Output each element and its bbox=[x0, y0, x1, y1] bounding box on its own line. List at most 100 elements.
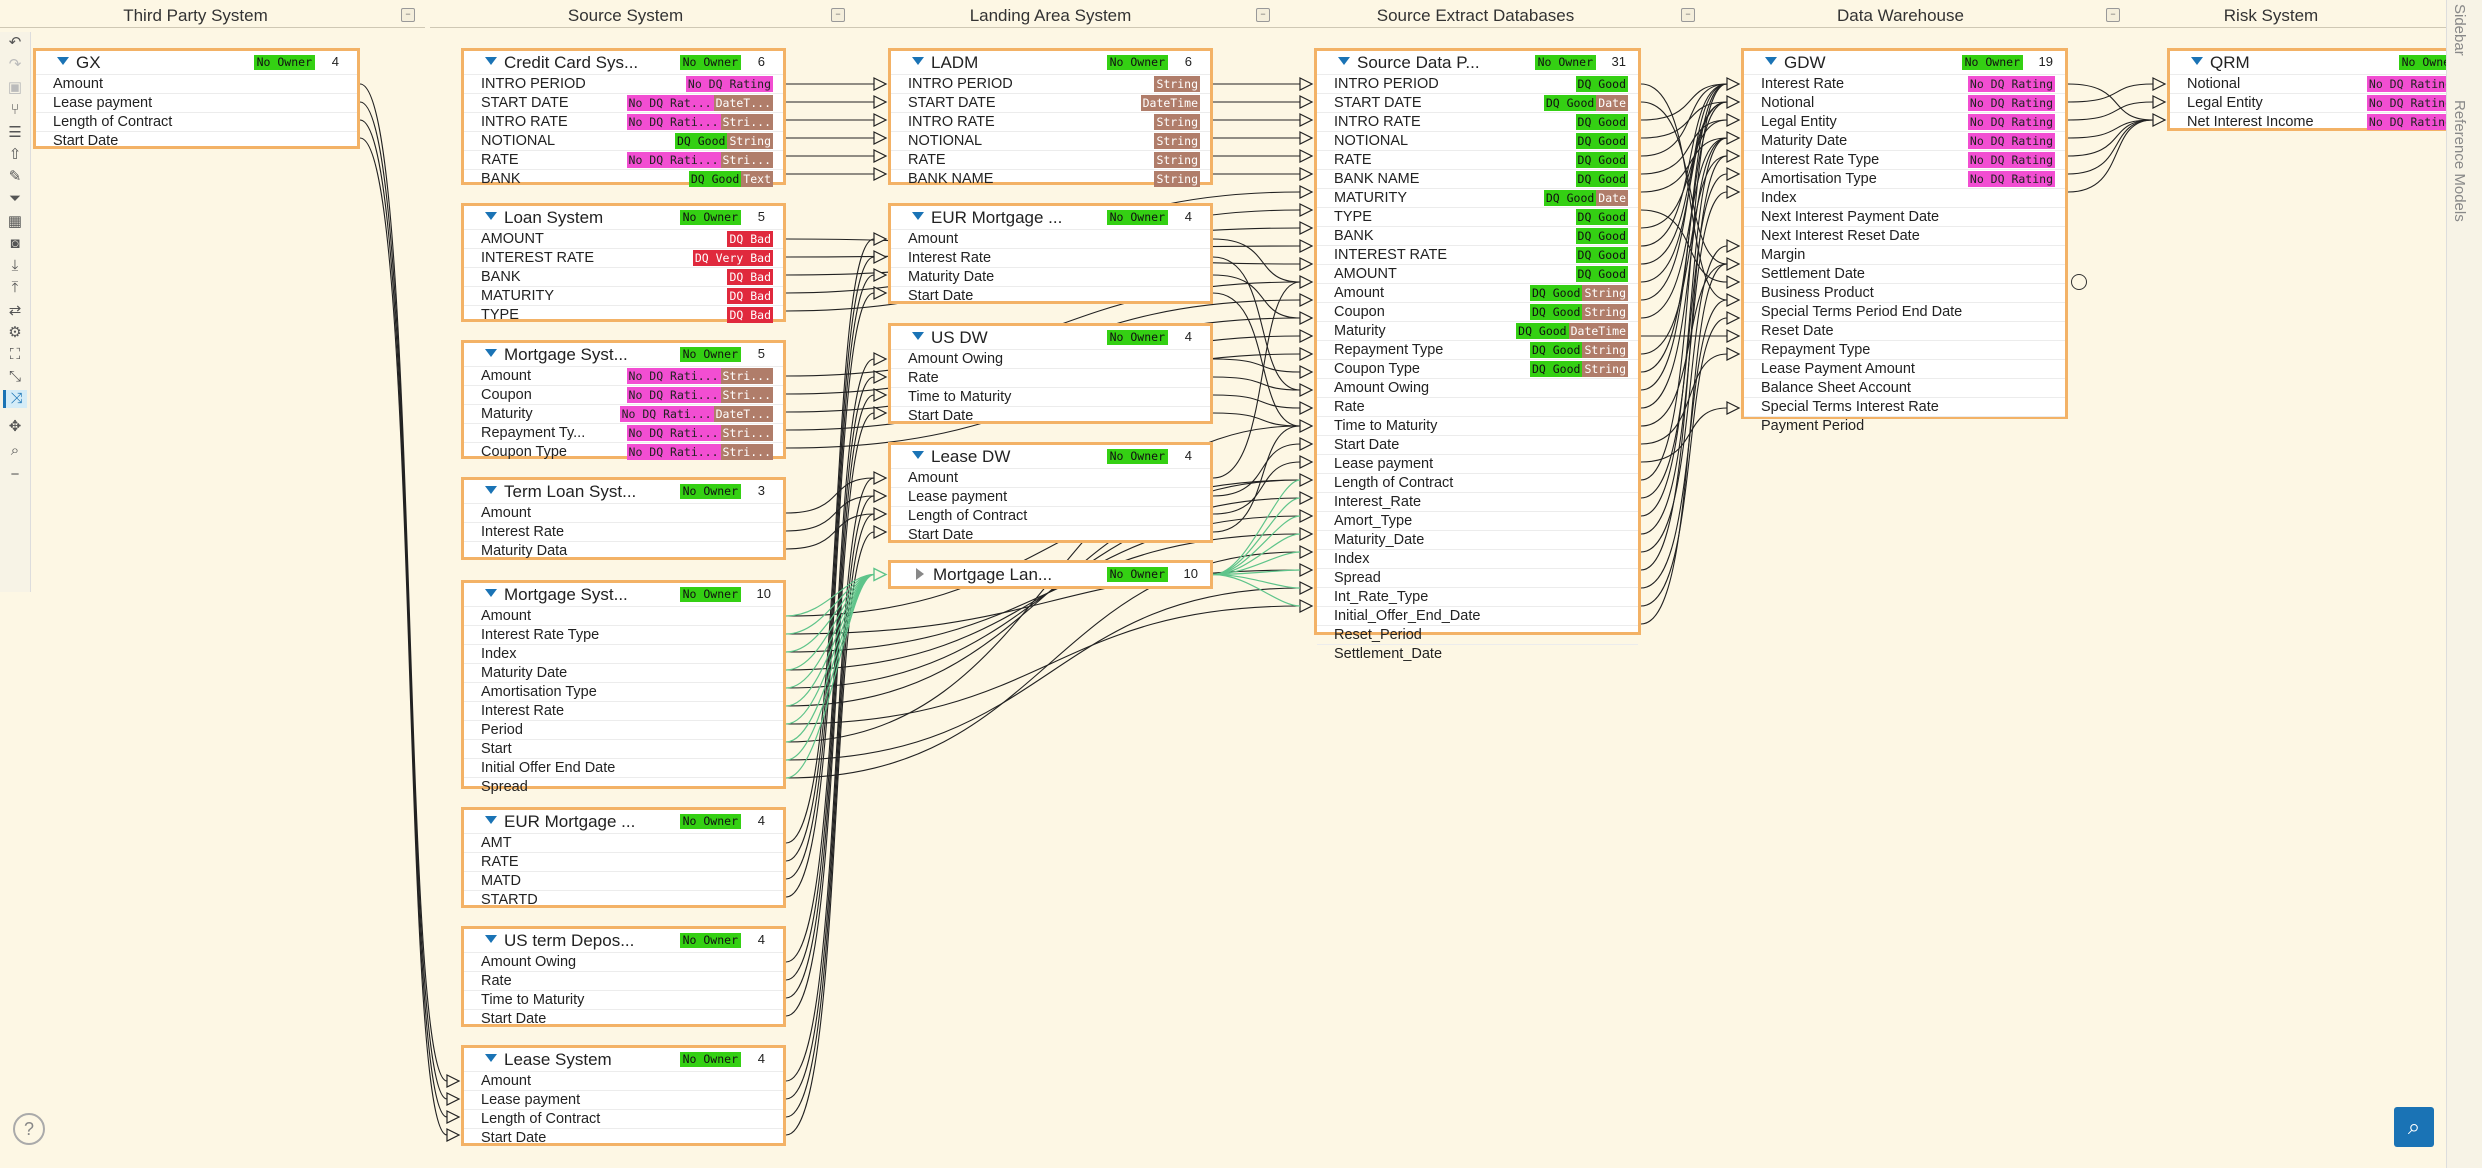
attribute-row[interactable]: Balance Sheet Account bbox=[1744, 378, 2065, 397]
highlighted-edge[interactable] bbox=[1212, 573, 1301, 589]
node-ccs[interactable]: Credit Card Sys... No Owner 6 INTRO PERIOD N… bbox=[461, 48, 786, 187]
attribute-row[interactable]: Amortisation Type bbox=[464, 682, 783, 701]
lineage-edge[interactable] bbox=[1212, 394, 1301, 409]
undo-icon[interactable]: ↶ bbox=[8, 34, 22, 51]
lineage-edge[interactable] bbox=[785, 513, 875, 550]
redo-icon[interactable]: ↷ bbox=[8, 56, 22, 73]
node-sdp[interactable]: Source Data P... No Owner 31 INTRO PERIOD DQ… bbox=[1314, 48, 1641, 662]
attribute-row[interactable]: Maturity Date bbox=[464, 663, 783, 682]
caret-down-icon[interactable] bbox=[912, 332, 924, 340]
node-header[interactable]: Mortgage Lan... No Owner 10 bbox=[891, 563, 1210, 586]
attribute-row[interactable]: Initial_Offer_End_Date bbox=[1317, 606, 1638, 625]
attribute-row[interactable]: INTRO PERIOD No DQ Rating bbox=[464, 74, 783, 93]
attribute-row[interactable]: BANK NAME String bbox=[891, 169, 1210, 188]
attribute-row[interactable]: Coupon DQ Good String bbox=[1317, 302, 1638, 321]
attribute-row[interactable]: Rate bbox=[891, 368, 1210, 387]
attribute-row[interactable]: Initial Offer End Date bbox=[464, 758, 783, 777]
lineage-edge[interactable] bbox=[1640, 137, 1728, 409]
attribute-row[interactable]: Spread bbox=[1317, 568, 1638, 587]
attribute-row[interactable]: Notional No DQ Rating bbox=[2170, 74, 2464, 93]
node-header[interactable]: Credit Card Sys... No Owner 6 bbox=[464, 51, 783, 74]
attribute-row[interactable]: Int_Rate_Type bbox=[1317, 587, 1638, 606]
filter-icon[interactable]: ⏷ bbox=[8, 190, 21, 207]
attribute-row[interactable]: START DATE DateTime bbox=[891, 93, 1210, 112]
lineage-edge[interactable] bbox=[1640, 407, 1728, 463]
attribute-row[interactable]: MATURITY DQ Bad bbox=[464, 286, 783, 305]
highlighted-edge[interactable] bbox=[1212, 533, 1301, 576]
attribute-row[interactable]: Maturity DQ Good DateTime bbox=[1317, 321, 1638, 340]
attribute-row[interactable]: Amount Owing bbox=[1317, 378, 1638, 397]
attribute-row[interactable]: Coupon Type No DQ Rati... Stri... bbox=[464, 442, 783, 461]
node-header[interactable]: EUR Mortgage ... No Owner 4 bbox=[464, 810, 783, 833]
attribute-row[interactable]: Amount bbox=[464, 606, 783, 625]
node-header[interactable]: Term Loan Syst... No Owner 3 bbox=[464, 480, 783, 503]
attribute-row[interactable]: Maturity Date No DQ Rating bbox=[1744, 131, 2065, 150]
highlighted-edge[interactable] bbox=[1212, 497, 1301, 576]
attribute-row[interactable]: Start Date bbox=[891, 525, 1210, 544]
attribute-row[interactable]: INTEREST RATE DQ Good bbox=[1317, 245, 1638, 264]
attribute-row[interactable]: Interest Rate Type bbox=[464, 625, 783, 644]
collapse-column-button[interactable]: − bbox=[831, 8, 845, 22]
node-eurm[interactable]: EUR Mortgage ... No Owner 4 AMT RATE MATD STAR… bbox=[461, 807, 786, 908]
lineage-edge[interactable] bbox=[1640, 317, 1728, 607]
node-mort1[interactable]: Mortgage Syst... No Owner 5 Amount No DQ Rat… bbox=[461, 340, 786, 461]
lineage-edge[interactable] bbox=[1640, 173, 1728, 499]
node-gdw[interactable]: GDW No Owner 19 Interest Rate No DQ Rating No… bbox=[1741, 48, 2068, 434]
gear-icon[interactable]: ⚙ bbox=[8, 324, 22, 341]
attribute-row[interactable]: AMT bbox=[464, 833, 783, 852]
list-icon[interactable]: ☰ bbox=[8, 124, 22, 141]
lineage-edge[interactable] bbox=[785, 358, 875, 963]
lineage-edge[interactable] bbox=[785, 238, 875, 844]
attribute-row[interactable]: Lease payment bbox=[1317, 454, 1638, 473]
lineage-edge[interactable] bbox=[785, 531, 875, 1136]
attribute-row[interactable]: Start Date bbox=[464, 1009, 783, 1028]
node-header[interactable]: LADM No Owner 6 bbox=[891, 51, 1210, 74]
attribute-row[interactable]: Maturity Data bbox=[464, 541, 783, 560]
lineage-edge[interactable] bbox=[2067, 101, 2154, 121]
attribute-row[interactable]: Amount Owing bbox=[891, 349, 1210, 368]
lineage-edge[interactable] bbox=[785, 495, 875, 1100]
help-button[interactable]: ? bbox=[13, 1113, 45, 1145]
node-header[interactable]: Loan System No Owner 5 bbox=[464, 206, 783, 229]
lineage-edge[interactable] bbox=[1640, 155, 1728, 355]
attribute-row[interactable]: Lease payment bbox=[36, 93, 357, 112]
attribute-row[interactable]: Maturity Date bbox=[891, 267, 1210, 286]
lineage-edge[interactable] bbox=[1212, 443, 1301, 497]
lineage-edge[interactable] bbox=[785, 376, 875, 981]
attribute-row[interactable]: Period bbox=[464, 720, 783, 739]
camera-icon[interactable]: ◙ bbox=[10, 235, 20, 252]
lineage-edge[interactable] bbox=[359, 137, 448, 1136]
attribute-row[interactable]: Amort_Type bbox=[1317, 511, 1638, 530]
node-header[interactable]: QRM No Owner bbox=[2170, 51, 2464, 74]
attribute-row[interactable]: Amount No DQ Rati... Stri... bbox=[464, 366, 783, 385]
lineage-edge[interactable] bbox=[359, 119, 448, 1118]
attribute-row[interactable]: Repayment Ty... No DQ Rati... Stri... bbox=[464, 423, 783, 442]
attribute-row[interactable]: INTRO RATE No DQ Rati... Stri... bbox=[464, 112, 783, 131]
attribute-row[interactable]: Reset Date bbox=[1744, 321, 2065, 340]
caret-down-icon[interactable] bbox=[485, 57, 497, 65]
attribute-row[interactable]: Amount bbox=[464, 503, 783, 522]
lineage-edge[interactable] bbox=[785, 495, 875, 532]
highlighted-edge[interactable] bbox=[785, 573, 875, 779]
node-qrm[interactable]: QRM No Owner Notional No DQ Rating Legal Ent… bbox=[2167, 48, 2467, 131]
attribute-row[interactable]: Interest_Rate bbox=[1317, 492, 1638, 511]
node-header[interactable]: Source Data P... No Owner 31 bbox=[1317, 51, 1638, 74]
attribute-row[interactable]: Coupon No DQ Rati... Stri... bbox=[464, 385, 783, 404]
attribute-row[interactable]: MATD bbox=[464, 871, 783, 890]
upload-icon[interactable]: ⤒ bbox=[11, 279, 19, 296]
attribute-row[interactable]: Start Date bbox=[891, 406, 1210, 425]
table-icon[interactable]: ▦ bbox=[7, 213, 23, 230]
attribute-row[interactable]: Start bbox=[464, 739, 783, 758]
attribute-row[interactable]: Interest Rate bbox=[464, 522, 783, 541]
attribute-row[interactable]: Margin bbox=[1744, 245, 2065, 264]
attribute-row[interactable]: START DATE No DQ Rat... DateT... bbox=[464, 93, 783, 112]
lineage-edge[interactable] bbox=[1640, 245, 1728, 553]
attribute-row[interactable]: Start Date bbox=[891, 286, 1210, 305]
caret-down-icon[interactable] bbox=[57, 57, 69, 65]
attribute-row[interactable]: INTRO RATE String bbox=[891, 112, 1210, 131]
attribute-row[interactable]: Reset_Period bbox=[1317, 625, 1638, 644]
attribute-row[interactable]: Interest Rate No DQ Rating bbox=[1744, 74, 2065, 93]
attribute-row[interactable]: Repayment Type bbox=[1744, 340, 2065, 359]
caret-down-icon[interactable] bbox=[2191, 57, 2203, 65]
